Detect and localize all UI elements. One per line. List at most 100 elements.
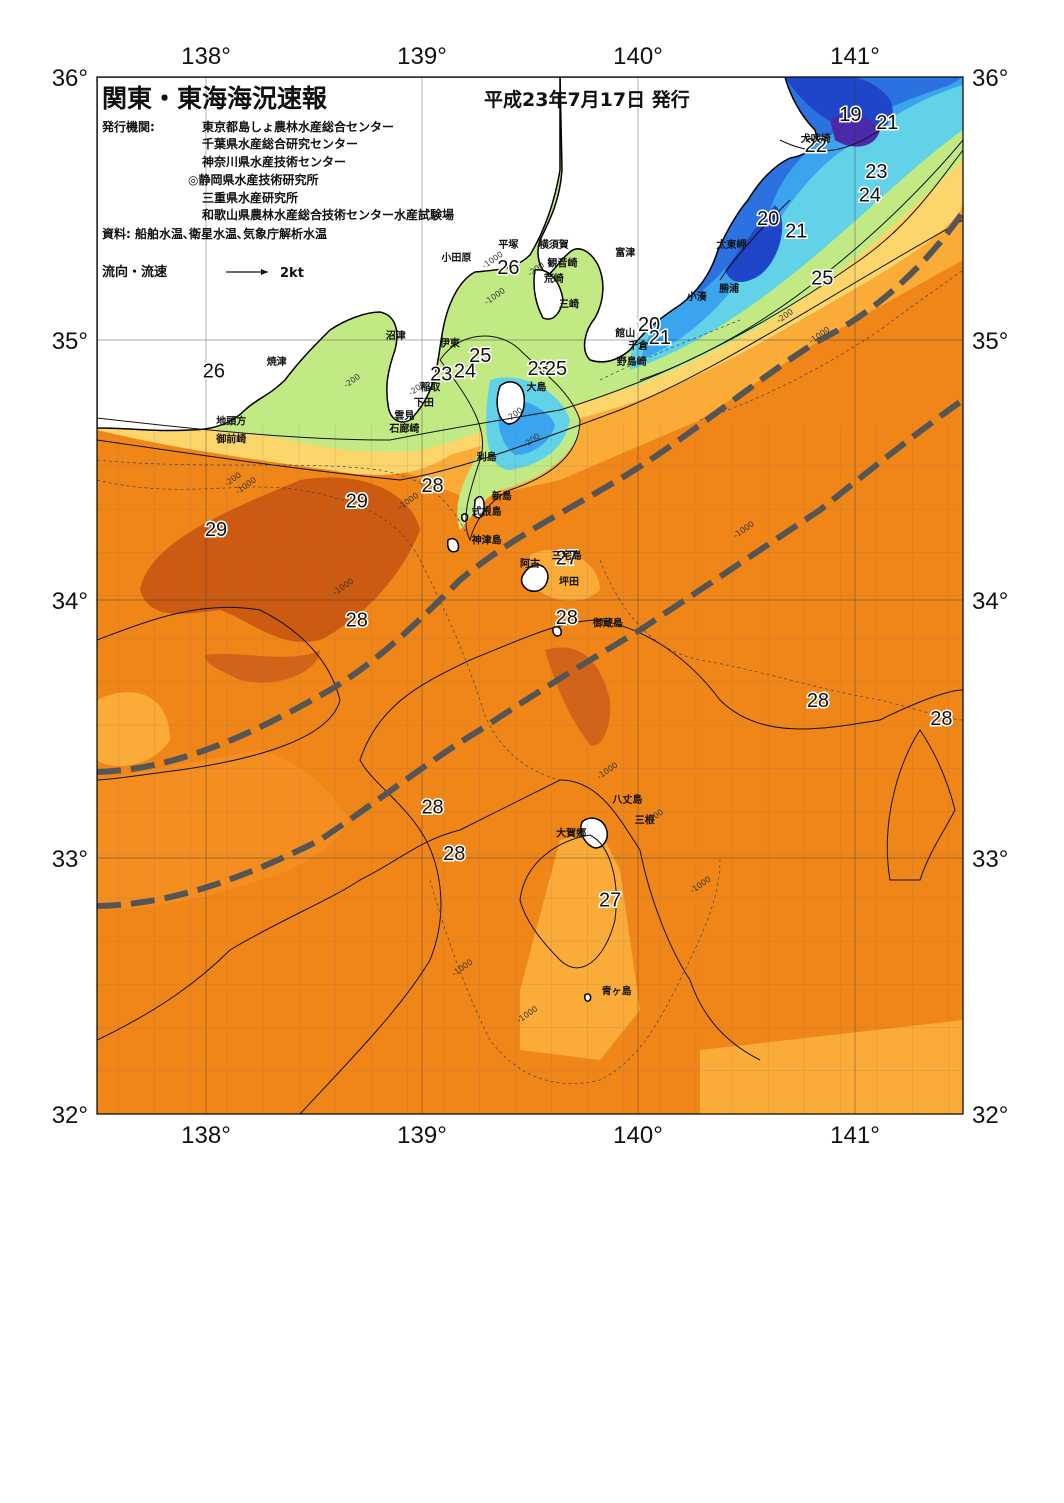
place-name: 式根島 <box>472 505 502 518</box>
lat-right-36: 36° <box>972 65 1008 92</box>
data-source: 資料: 船舶水温､衛星水温､気象庁解析水温 <box>102 226 327 241</box>
publisher-3: 神奈川県水産技術センター <box>202 154 346 169</box>
header: 関東・東海海況速報 平成23年7月17日 発行 発行機関: 東京都島しょ農林水産… <box>101 84 690 281</box>
place-name: 大賀郷 <box>556 827 586 840</box>
kuroshio-axis <box>97 210 963 909</box>
lon-bottom-140: 140° <box>613 1122 663 1149</box>
isotherm-label: 23 <box>430 363 452 385</box>
current-legend-label: 流向・流速 <box>102 264 167 280</box>
place-name: 犬吠埼 <box>801 132 831 145</box>
place-name: 富津 <box>615 246 635 259</box>
isotherm-label: 25 <box>811 267 833 289</box>
isotherm-label: 29 <box>205 519 227 541</box>
depth-contours <box>97 269 963 1084</box>
publisher-2: 千葉県水産総合研究センター <box>202 136 358 151</box>
place-name: 千倉 <box>628 339 649 352</box>
publisher-5: 三重県水産研究所 <box>202 190 298 205</box>
isotherm-label: 28 <box>930 708 952 730</box>
publisher-1: 東京都島しょ農林水産総合センター <box>202 119 394 134</box>
place-name: 三宅島 <box>552 549 582 562</box>
place-name: 雲見 <box>394 410 414 422</box>
place-name: 御蔵島 <box>592 617 623 630</box>
isotherm-label: 20 <box>757 208 779 230</box>
place-name: 三根 <box>635 814 655 827</box>
isotherm-label: 25 <box>545 358 567 380</box>
isotherm-label: 28 <box>807 690 829 712</box>
lon-top-140: 140° <box>613 43 663 70</box>
place-name: 小湊 <box>686 290 708 303</box>
publisher-6: 和歌山県農林水産総合技術センター水産試験場 <box>201 207 454 222</box>
isotherm-label: 21 <box>649 327 671 349</box>
lon-bottom-138: 138° <box>181 1122 231 1149</box>
lat-right-33: 33° <box>972 846 1008 873</box>
place-name: 太東岬 <box>715 238 746 251</box>
place-name: 坪田 <box>559 575 579 588</box>
place-name: 荒崎 <box>543 272 564 285</box>
isotherm-label: 26 <box>203 361 225 383</box>
isotherm-label: 23 <box>865 161 887 183</box>
isotherm-label: 25 <box>469 345 491 367</box>
isotherm-label: 26 <box>497 257 519 279</box>
place-name: 神津島 <box>472 534 502 547</box>
isotherm-label: 28 <box>556 607 578 629</box>
isotherm-label: 28 <box>421 475 443 497</box>
lon-bottom-139: 139° <box>397 1122 447 1149</box>
lat-right-32: 32° <box>972 1102 1008 1129</box>
place-name: 横須賀 <box>539 238 569 251</box>
publisher-label: 発行機関: <box>101 119 155 134</box>
place-name: 焼津 <box>267 355 287 368</box>
axis-labels: 138° 139° 140° 141° 138° 139° 140° 141° … <box>52 43 1009 1149</box>
arrow-head-icon <box>261 269 268 275</box>
place-name: 勝浦 <box>719 282 739 295</box>
place-name: 八丈島 <box>611 793 642 806</box>
place-name: 大島 <box>526 381 546 394</box>
place-name: 観音崎 <box>547 256 577 269</box>
lat-left-35: 35° <box>52 328 88 355</box>
place-name: 野島崎 <box>617 355 647 368</box>
place-name: 館山 <box>614 326 635 339</box>
isotherm-label: 21 <box>876 112 898 134</box>
isotherm-label: 28 <box>346 610 368 632</box>
isotherm-label: 24 <box>454 361 476 383</box>
current-legend-speed: 2kt <box>280 266 304 281</box>
isotherm-label: 20 <box>638 314 660 336</box>
lat-left-33: 33° <box>52 846 88 873</box>
isotherm-label: 23 <box>528 358 550 380</box>
isotherm-label: 22 <box>805 135 827 157</box>
place-name: 下田 <box>414 397 434 409</box>
isotherm-label: 28 <box>443 843 465 865</box>
place-name: 石廊崎 <box>388 422 419 435</box>
lon-top-139: 139° <box>397 43 447 70</box>
lat-left-34: 34° <box>52 588 88 615</box>
isotherm-label: 27 <box>556 547 578 569</box>
place-name: 伊東 <box>439 337 460 350</box>
map-title: 関東・東海海況速報 <box>102 84 328 113</box>
isotherm-label: 19 <box>839 104 861 126</box>
place-name: 稲取 <box>420 381 441 394</box>
place-name: 新島 <box>492 490 512 503</box>
isotherm-label: 24 <box>859 184 881 206</box>
isotherm-label: 27 <box>599 890 621 912</box>
isotherm-label: 29 <box>346 490 368 512</box>
place-name: 利島 <box>477 451 497 464</box>
lon-top-138: 138° <box>181 43 231 70</box>
place-name: 阿古 <box>520 557 540 570</box>
lat-right-34: 34° <box>972 588 1008 615</box>
isotherm-label: 21 <box>785 221 807 243</box>
place-name: 沼津 <box>386 329 406 342</box>
issue-date: 平成23年7月17日 発行 <box>484 88 690 111</box>
map-frame <box>96 76 964 1115</box>
place-name: 御前崎 <box>215 433 246 446</box>
fine-grid <box>97 424 963 1114</box>
lat-left-32: 32° <box>52 1102 88 1129</box>
place-name: 平塚 <box>498 238 518 251</box>
place-name: 三崎 <box>559 298 579 311</box>
lat-left-36: 36° <box>52 65 88 92</box>
isotherm-lines <box>97 129 963 1114</box>
isotherm-label: 28 <box>421 796 443 818</box>
land <box>97 77 817 1002</box>
publisher-4: ◎静岡県水産技術研究所 <box>188 172 318 187</box>
